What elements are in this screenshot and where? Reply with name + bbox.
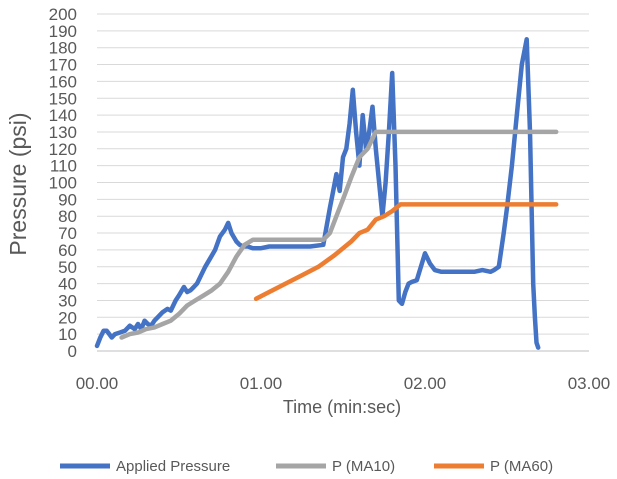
y-tick-label: 110 — [50, 157, 77, 176]
legend-label-applied-pressure: Applied Pressure — [116, 458, 230, 475]
y-tick-label: 60 — [58, 241, 77, 260]
y-tick-label: 190 — [49, 22, 77, 41]
y-tick-label: 130 — [49, 123, 77, 142]
legend-label-p-ma60: P (MA60) — [490, 458, 553, 475]
y-tick-label: 70 — [58, 224, 77, 243]
y-tick-label: 160 — [49, 72, 77, 91]
y-tick-label: 100 — [49, 174, 77, 193]
series-line-applied-pressure — [94, 37, 541, 350]
series-line-p-ma60 — [253, 202, 559, 302]
gridlines — [97, 13, 589, 352]
y-tick-label: 20 — [58, 308, 77, 327]
y-tick-label: 180 — [49, 39, 77, 58]
y-axis-ticks: 0102030405060708090100110120130140150160… — [49, 5, 77, 361]
y-tick-label: 80 — [58, 207, 77, 226]
legend: Applied Pressure P (MA10) P (MA60) — [60, 458, 553, 475]
y-tick-label: 170 — [49, 56, 77, 75]
y-tick-label: 120 — [49, 140, 77, 159]
y-tick-label: 30 — [58, 291, 77, 310]
y-tick-label: 40 — [58, 275, 77, 294]
y-tick-label: 10 — [58, 325, 77, 344]
x-tick-label: 01.00 — [240, 374, 283, 393]
y-tick-label: 140 — [49, 106, 77, 125]
x-tick-label: 02.00 — [404, 374, 447, 393]
y-tick-label: 90 — [58, 190, 77, 209]
x-tick-label: 03.00 — [568, 374, 611, 393]
x-axis-ticks: 00.00 01.00 02.00 03.00 — [76, 374, 611, 393]
y-tick-label: 0 — [68, 342, 77, 361]
y-tick-label: 200 — [49, 5, 77, 24]
y-tick-label: 150 — [49, 89, 77, 108]
y-tick-label: 50 — [58, 258, 77, 277]
x-tick-label: 00.00 — [76, 374, 119, 393]
x-axis-title: Time (min:sec) — [283, 397, 401, 417]
series-line-p-ma10 — [119, 129, 559, 340]
series-layer — [94, 37, 559, 350]
y-axis-title: Pressure (psi) — [5, 112, 31, 255]
legend-label-p-ma10: P (MA10) — [332, 458, 395, 475]
